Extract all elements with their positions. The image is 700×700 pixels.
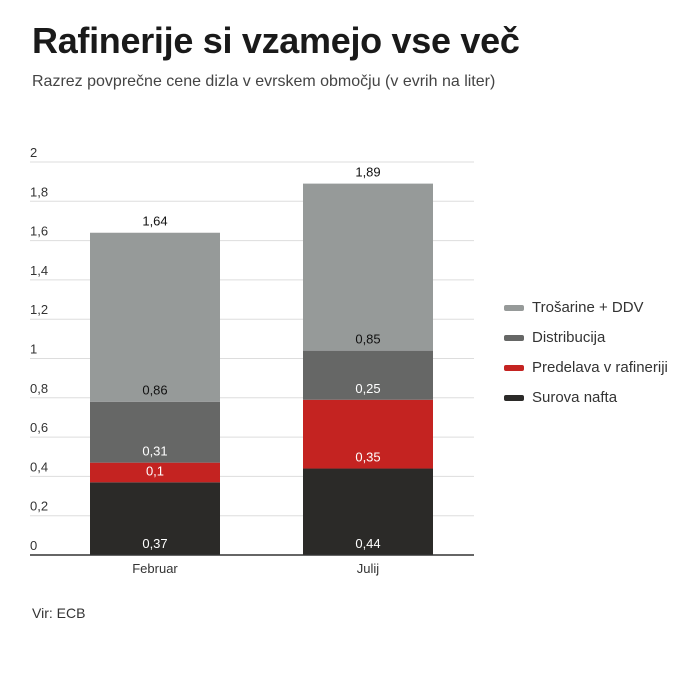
- bar-segment: [90, 401, 220, 463]
- source-note: Vir: ECB: [32, 605, 86, 621]
- data-label: 0,31: [142, 444, 167, 459]
- legend-item: Trošarine + DDV: [504, 298, 684, 318]
- legend-item: Distribucija: [504, 328, 684, 348]
- y-tick-label: 0,8: [30, 381, 48, 396]
- data-label: 0,44: [355, 536, 380, 551]
- data-label: 0,86: [142, 383, 167, 398]
- legend-label: Surova nafta: [532, 389, 618, 406]
- bar-segment: [90, 482, 220, 555]
- y-tick-label: 1,4: [30, 263, 48, 278]
- bar-segment: [303, 350, 433, 400]
- legend-swatch: [504, 365, 524, 371]
- legend-item: Surova nafta: [504, 388, 684, 408]
- x-category-label: Julij: [357, 561, 380, 576]
- data-label: 0,25: [355, 381, 380, 396]
- y-tick-label: 1: [30, 342, 37, 357]
- bar-segment: [303, 183, 433, 351]
- x-category-label: Februar: [132, 561, 178, 576]
- data-label: 0,35: [355, 450, 380, 465]
- legend-label: Trošarine + DDV: [532, 299, 644, 316]
- y-tick-label: 1,6: [30, 224, 48, 239]
- bar-segment: [303, 399, 433, 469]
- data-label: 0,1: [146, 463, 164, 478]
- y-tick-label: 0,6: [30, 420, 48, 435]
- data-label: 0,37: [142, 536, 167, 551]
- bar-segment: [90, 232, 220, 402]
- legend-label: Distribucija: [532, 329, 606, 346]
- y-tick-label: 1,8: [30, 184, 48, 199]
- legend-swatch: [504, 335, 524, 341]
- y-tick-label: 0,4: [30, 459, 48, 474]
- legend-swatch: [504, 305, 524, 311]
- chart-title: Rafinerije si vzamejo vse več: [32, 20, 520, 61]
- chart-subtitle: Razrez povprečne cene dizla v evrskem ob…: [32, 73, 496, 90]
- y-tick-label: 0,2: [30, 499, 48, 514]
- bar-segment: [303, 468, 433, 555]
- bar-segment: [90, 462, 220, 483]
- y-tick-label: 2: [30, 145, 37, 160]
- legend-item: Predelava v rafineriji: [504, 358, 684, 378]
- y-tick-label: 0: [30, 538, 37, 553]
- total-label: 1,64: [142, 214, 167, 229]
- chart-legend: Trošarine + DDV Distribucija Predelava v r…: [504, 298, 684, 418]
- data-label: 0,85: [355, 332, 380, 347]
- y-tick-label: 1,2: [30, 302, 48, 317]
- legend-swatch: [504, 395, 524, 401]
- total-label: 1,89: [355, 165, 380, 180]
- legend-label: Predelava v rafineriji: [532, 359, 668, 376]
